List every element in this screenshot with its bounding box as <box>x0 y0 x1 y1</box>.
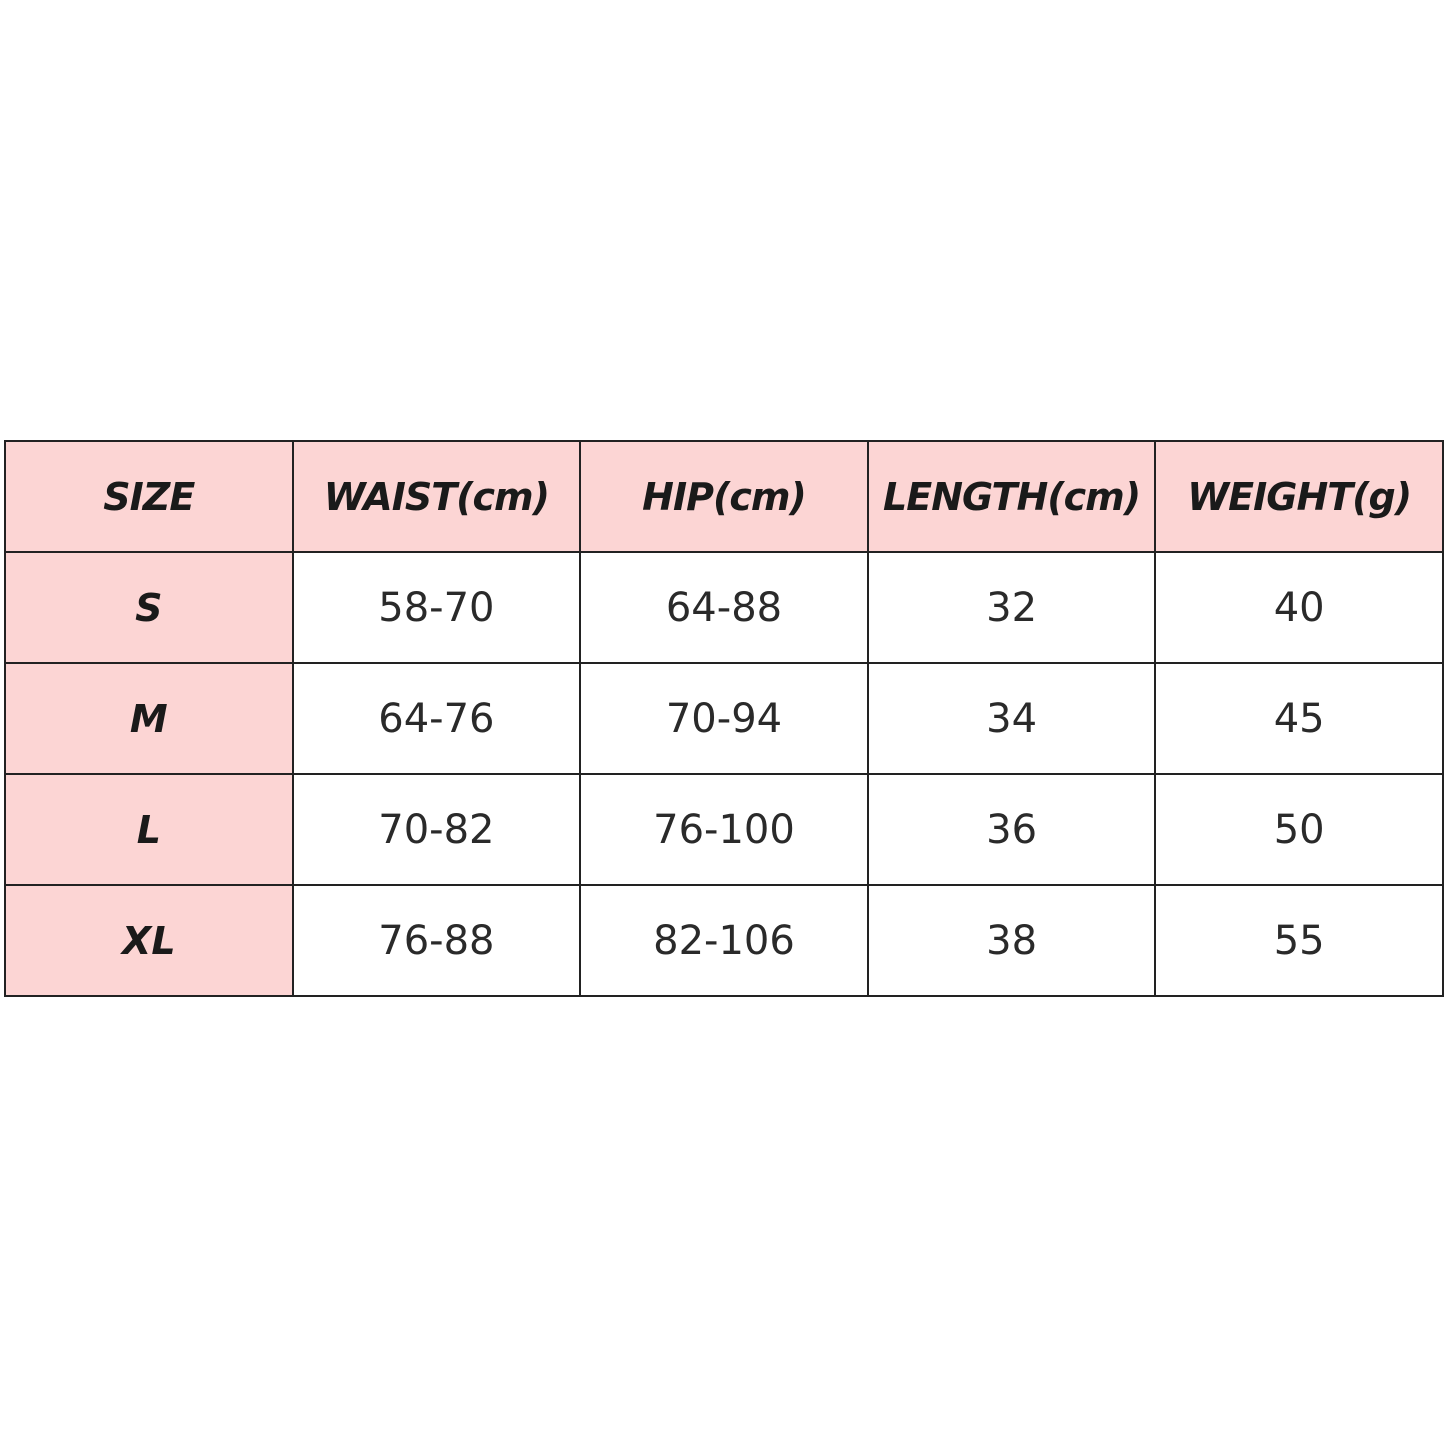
hip-cell: 64-88 <box>579 551 869 664</box>
weight-cell: 55 <box>1154 884 1444 997</box>
weight-cell: 50 <box>1154 773 1444 886</box>
length-cell: 34 <box>866 662 1157 775</box>
length-cell: 38 <box>866 884 1157 997</box>
size-cell: M <box>4 662 294 775</box>
hip-cell: 76-100 <box>579 773 869 886</box>
size-cell: S <box>4 551 294 664</box>
size-chart-table: SIZE WAIST(cm) HIP(cm) LENGTH(cm) WEIGHT… <box>4 440 1444 997</box>
table-row: XL 76-88 82-106 38 55 <box>4 884 1444 997</box>
waist-cell: 58-70 <box>291 551 582 664</box>
length-cell: 32 <box>866 551 1157 664</box>
header-length: LENGTH(cm) <box>866 440 1157 553</box>
header-waist: WAIST(cm) <box>291 440 582 553</box>
table-row: L 70-82 76-100 36 50 <box>4 773 1444 886</box>
length-cell: 36 <box>866 773 1157 886</box>
header-row: SIZE WAIST(cm) HIP(cm) LENGTH(cm) WEIGHT… <box>4 440 1444 553</box>
waist-cell: 70-82 <box>291 773 582 886</box>
table-row: S 58-70 64-88 32 40 <box>4 551 1444 664</box>
header-weight: WEIGHT(g) <box>1154 440 1444 553</box>
weight-cell: 40 <box>1154 551 1444 664</box>
table-row: M 64-76 70-94 34 45 <box>4 662 1444 775</box>
weight-cell: 45 <box>1154 662 1444 775</box>
size-cell: XL <box>4 884 294 997</box>
hip-cell: 82-106 <box>579 884 869 997</box>
waist-cell: 76-88 <box>291 884 582 997</box>
header-size: SIZE <box>4 440 294 553</box>
size-cell: L <box>4 773 294 886</box>
waist-cell: 64-76 <box>291 662 582 775</box>
header-hip: HIP(cm) <box>579 440 869 553</box>
hip-cell: 70-94 <box>579 662 869 775</box>
